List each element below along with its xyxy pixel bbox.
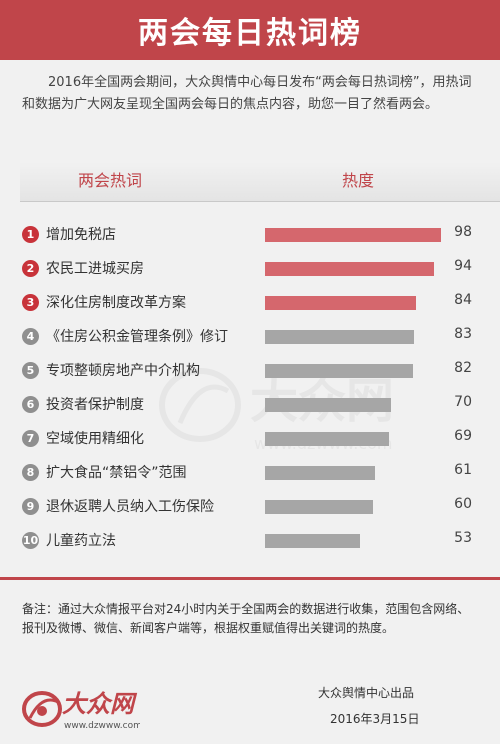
rank-badge: 4: [22, 328, 39, 345]
hot-word-label: 《住房公积金管理条例》修订: [46, 329, 228, 345]
hot-word-row: 5 专项整顿房地产中介机构 82: [0, 354, 500, 388]
heat-bar: [265, 534, 360, 548]
heat-bar: [265, 500, 373, 514]
footer-divider: [0, 577, 500, 580]
term-column-label: 两会热词: [78, 171, 143, 190]
hot-word-row: 7 空域使用精细化 69: [0, 422, 500, 456]
hot-word-label: 深化住房制度改革方案: [46, 295, 186, 311]
logo-url: www.dzwww.com: [64, 721, 140, 731]
heat-value: 69: [454, 428, 472, 444]
rank-badge: 10: [22, 532, 39, 549]
hot-word-row: 6 投资者保护制度 70: [0, 388, 500, 422]
heat-bar: [265, 432, 389, 446]
heat-value: 60: [454, 496, 472, 512]
hot-word-label: 扩大食品“禁铝令”范围: [46, 465, 187, 481]
hot-word-label: 退休返聘人员纳入工伤保险: [46, 499, 214, 515]
heat-bar: [265, 296, 416, 310]
hot-word-label: 空域使用精细化: [46, 431, 144, 447]
heat-value: 84: [454, 292, 472, 308]
rank-badge: 1: [22, 226, 39, 243]
heat-bar: [265, 364, 413, 378]
heat-bar: [265, 330, 414, 344]
rank-badge: 8: [22, 464, 39, 481]
hot-word-label: 儿童药立法: [46, 533, 116, 549]
rank-badge: 5: [22, 362, 39, 379]
page-header: 两会每日热词榜: [0, 0, 500, 60]
hot-word-row: 3 深化住房制度改革方案 84: [0, 286, 500, 320]
intro-paragraph: 2016年全国两会期间，大众舆情中心每日发布“两会每日热词榜”，用热词和数据为广…: [22, 75, 472, 112]
heat-value: 82: [454, 360, 472, 376]
heat-bar: [265, 398, 391, 412]
logo-text: 大众网: [62, 689, 138, 718]
heat-value: 53: [454, 530, 472, 546]
hot-word-label: 投资者保护制度: [46, 397, 144, 413]
rank-badge: 9: [22, 498, 39, 515]
hot-word-row: 2 农民工进城买房 94: [0, 252, 500, 286]
credit-text: 大众舆情中心出品: [318, 686, 415, 700]
hot-word-row: 1 增加免税店 98: [0, 218, 500, 252]
hot-word-row: 10 儿童药立法 53: [0, 524, 500, 558]
rank-badge: 3: [22, 294, 39, 311]
hot-word-row: 8 扩大食品“禁铝令”范围 61: [0, 456, 500, 490]
heat-value: 61: [454, 462, 472, 478]
heat-bar: [265, 466, 375, 480]
heat-value: 94: [454, 258, 472, 274]
rank-badge: 2: [22, 260, 39, 277]
heat-bar: [265, 228, 441, 242]
heat-bar: [265, 262, 434, 276]
hot-word-row: 4 《住房公积金管理条例》修订 83: [0, 320, 500, 354]
column-header: 两会热词 热度: [20, 162, 500, 202]
hot-word-label: 增加免税店: [46, 227, 116, 243]
heat-column-label: 热度: [342, 171, 375, 190]
dazhong-logo: 大众网 www.dzwww.com: [22, 689, 140, 731]
rank-badge: 7: [22, 430, 39, 447]
hot-word-row: 9 退休返聘人员纳入工伤保险 60: [0, 490, 500, 524]
note-text: 备注：通过大众情报平台对24小时内关于全国两会的数据进行收集，范围包含网络、报刊…: [22, 602, 470, 635]
hot-word-label: 农民工进城买房: [46, 261, 144, 277]
heat-value: 70: [454, 394, 472, 410]
page-title: 两会每日热词榜: [138, 16, 362, 51]
rank-badge: 6: [22, 396, 39, 413]
hot-word-label: 专项整顿房地产中介机构: [46, 363, 200, 379]
publish-date: 2016年3月15日: [330, 712, 420, 726]
heat-value: 83: [454, 326, 472, 342]
heat-value: 98: [454, 224, 472, 240]
